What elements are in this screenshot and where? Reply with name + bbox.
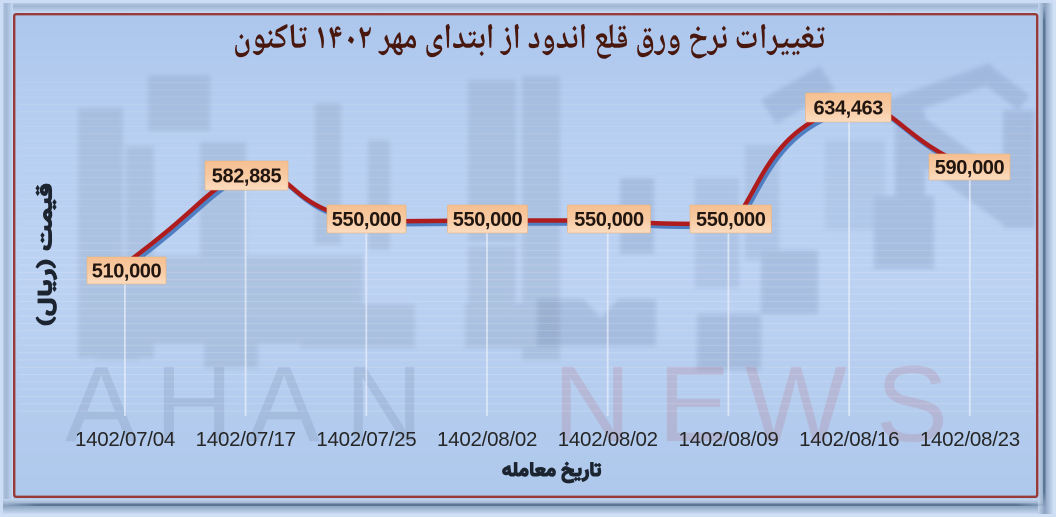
svg-text:N: N [345, 343, 423, 464]
svg-text:N: N [553, 343, 631, 464]
svg-text:A: A [248, 343, 320, 464]
svg-text:550,000: 550,000 [574, 209, 644, 231]
svg-text:E: E [658, 343, 730, 464]
svg-text:1402/07/25: 1402/07/25 [316, 428, 416, 451]
svg-text:590,000: 590,000 [935, 157, 1005, 179]
svg-text:634,463: 634,463 [814, 98, 884, 120]
svg-text:550,000: 550,000 [332, 209, 402, 231]
svg-text:1402/08/09: 1402/08/09 [678, 428, 778, 451]
svg-text:1402/08/02: 1402/08/02 [558, 428, 658, 451]
svg-text:550,000: 550,000 [453, 209, 523, 231]
svg-text:1402/08/23: 1402/08/23 [920, 428, 1020, 451]
svg-text:S: S [876, 343, 948, 464]
svg-text:510,000: 510,000 [92, 261, 162, 283]
svg-text:582,885: 582,885 [212, 166, 282, 188]
svg-text:1402/08/16: 1402/08/16 [799, 428, 899, 451]
svg-text:W: W [745, 343, 847, 464]
svg-text:1402/08/02: 1402/08/02 [437, 428, 537, 451]
svg-text:1402/07/04: 1402/07/04 [75, 428, 175, 451]
svg-text:H: H [155, 343, 233, 464]
svg-text:550,000: 550,000 [696, 209, 766, 231]
svg-text:1402/07/17: 1402/07/17 [196, 428, 296, 451]
